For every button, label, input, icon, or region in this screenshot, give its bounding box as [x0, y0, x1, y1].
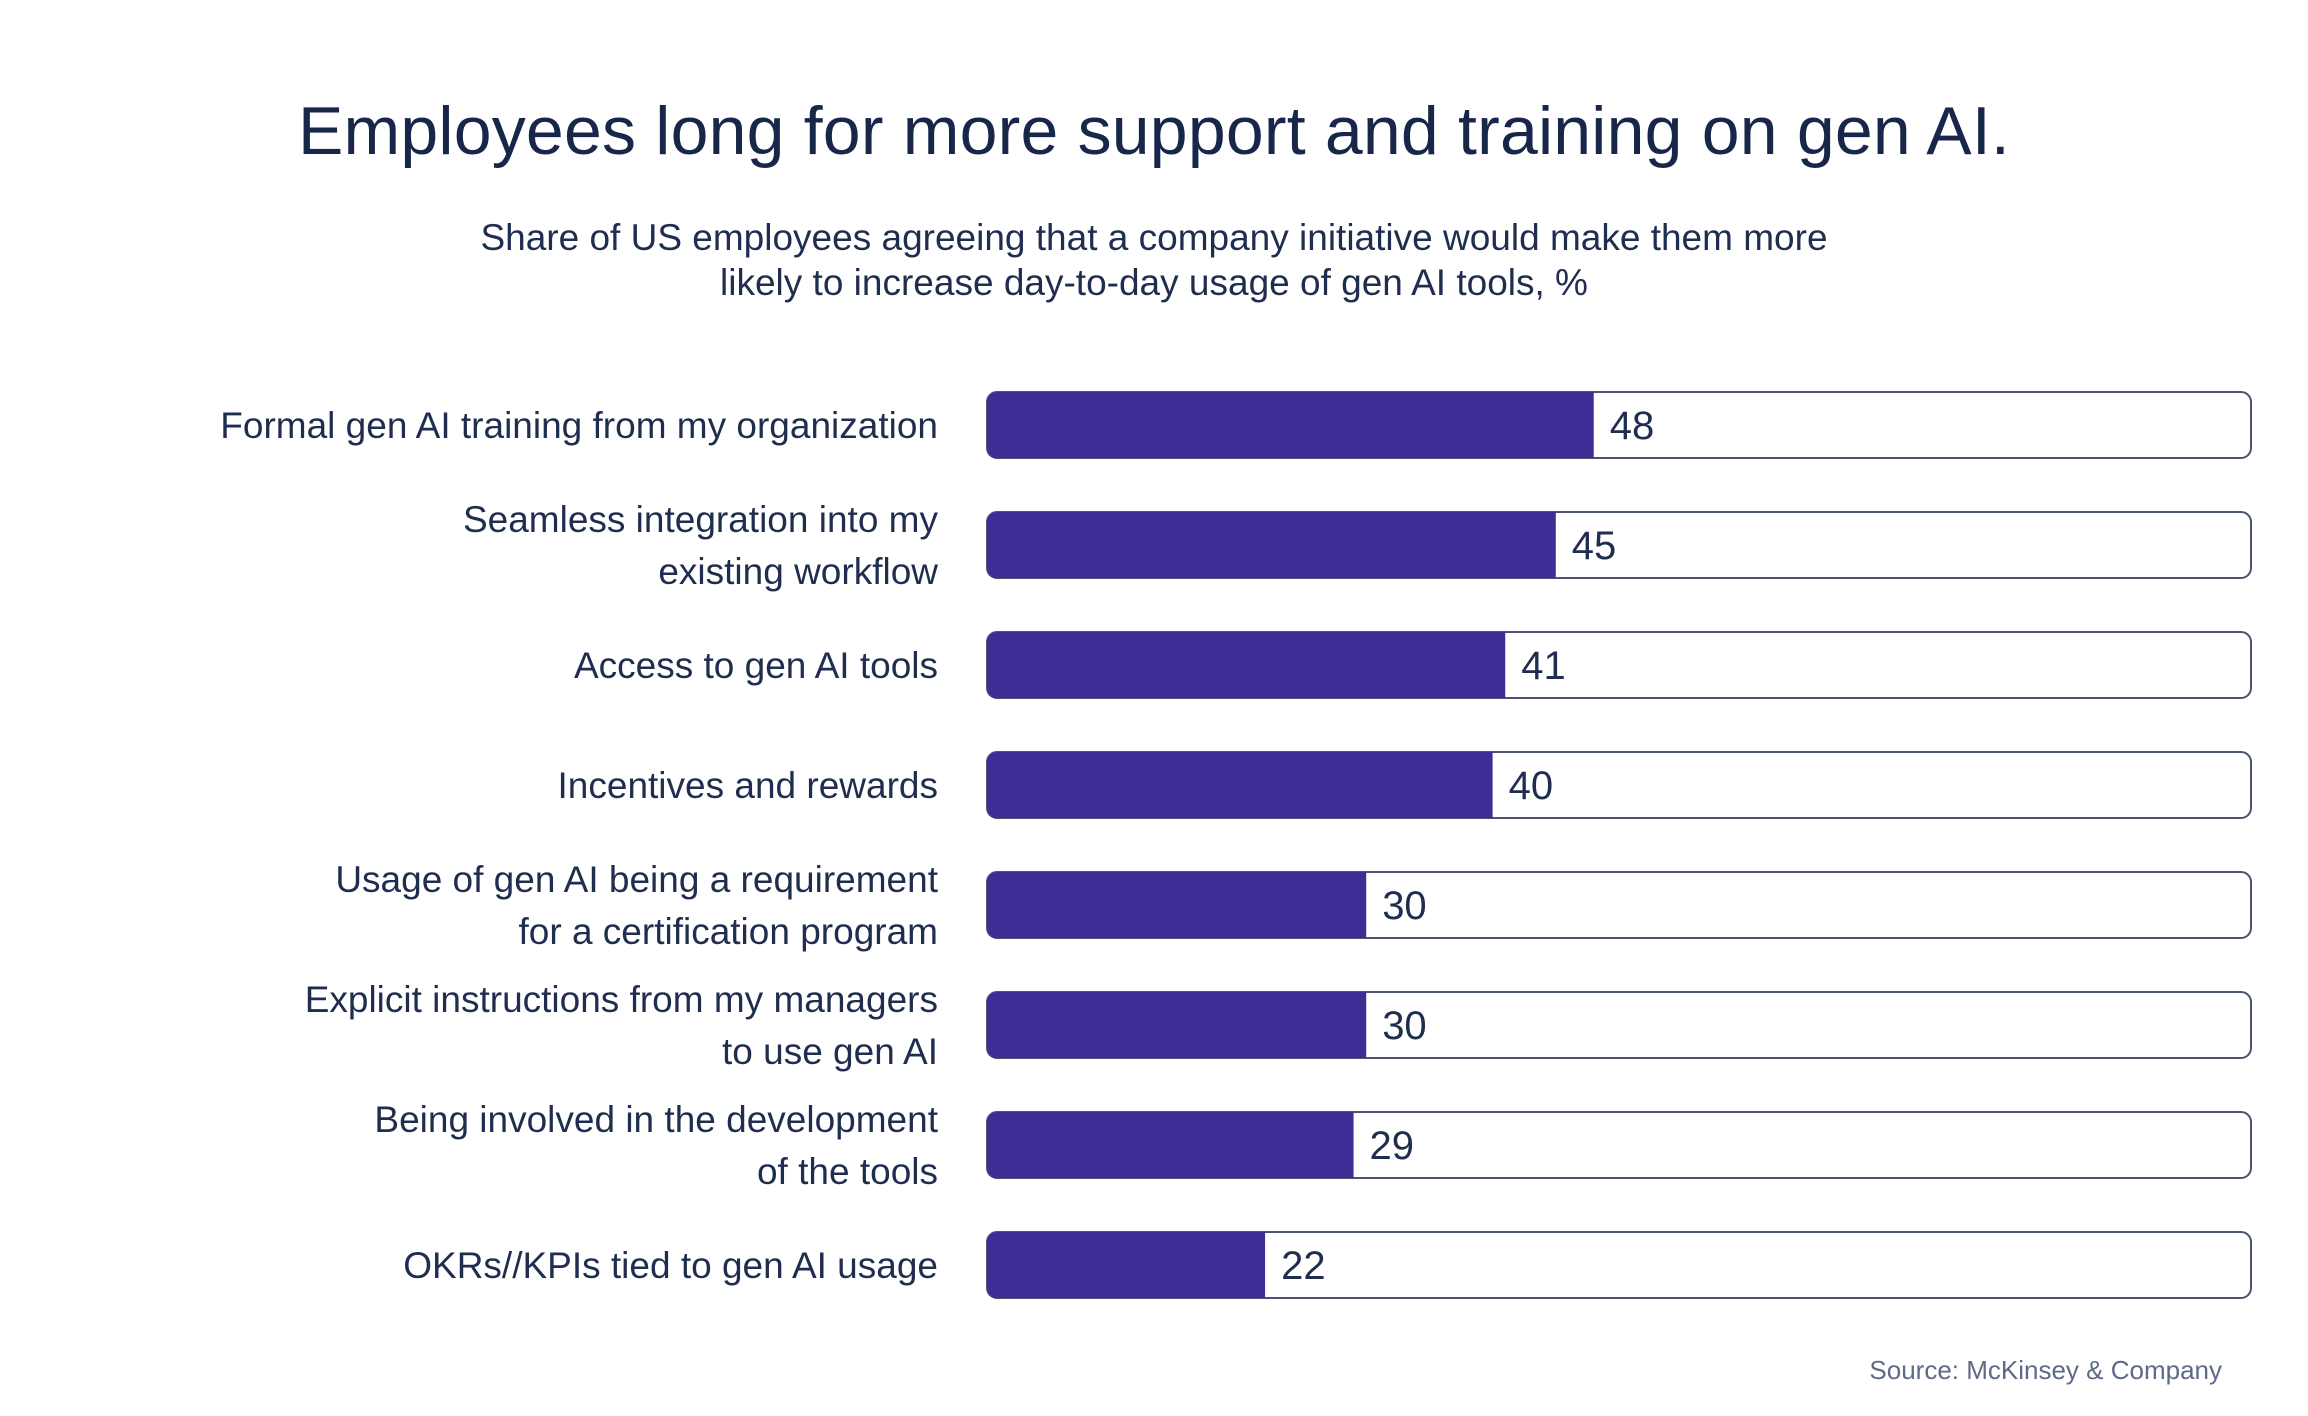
bar-value-label: 40: [1509, 764, 1554, 808]
bar: [987, 992, 1367, 1058]
category-label: Usage of gen AI being a requirement for a…: [335, 859, 938, 952]
bar: [987, 632, 1506, 698]
bar-row: 45 Seamless integration into my existing w…: [463, 499, 2252, 592]
chart-subtitle: Share of US employees agreeing that a co…: [404, 215, 1904, 305]
source-note: Source: McKinsey & Company: [1869, 1355, 2222, 1385]
bar-value-label: 45: [1572, 524, 1617, 568]
bar: [987, 1112, 1354, 1178]
chart-title: Employees long for more support and trai…: [297, 93, 2011, 169]
bar-row: 30 Explicit instructions from my managers…: [305, 979, 2252, 1072]
category-label: Formal gen AI training from my organizat…: [220, 405, 938, 446]
category-label: OKRs//KPIs tied to gen AI usage: [403, 1245, 938, 1286]
bar-row: 22 OKRs//KPIs tied to gen AI usage: [403, 1231, 2252, 1299]
bar: [987, 752, 1493, 818]
bar-value-label: 48: [1610, 404, 1655, 448]
category-label: Incentives and rewards: [558, 765, 938, 806]
bar-row: 41 Access to gen AI tools: [574, 631, 2252, 699]
bar-row: 29 Being involved in the development of th…: [374, 1099, 2252, 1192]
bar-value-label: 30: [1382, 1004, 1427, 1048]
bar-value-label: 41: [1521, 644, 1566, 688]
bar: [987, 872, 1367, 938]
category-label: Access to gen AI tools: [574, 645, 938, 686]
subtitle-line-2: likely to increase day-to-day usage of g…: [720, 262, 1588, 303]
bar-value-label: 30: [1382, 884, 1427, 928]
bar-value-label: 29: [1370, 1124, 1415, 1168]
category-label: Seamless integration into my existing wor…: [463, 499, 939, 592]
bar-row: 40 Incentives and rewards: [558, 751, 2252, 819]
bar: [987, 512, 1556, 578]
subtitle-line-1: Share of US employees agreeing that a co…: [480, 217, 1828, 258]
category-label: Explicit instructions from my managers to…: [305, 979, 938, 1072]
category-label: Being involved in the development of the …: [374, 1099, 938, 1192]
bar-value-label: 22: [1281, 1244, 1326, 1288]
bar-row: 30 Usage of gen AI being a requirement for…: [335, 859, 2252, 952]
bar-row: 48 Formal gen AI training from my organiz…: [220, 391, 2252, 459]
bar: [987, 392, 1594, 458]
bar: [987, 1232, 1266, 1298]
